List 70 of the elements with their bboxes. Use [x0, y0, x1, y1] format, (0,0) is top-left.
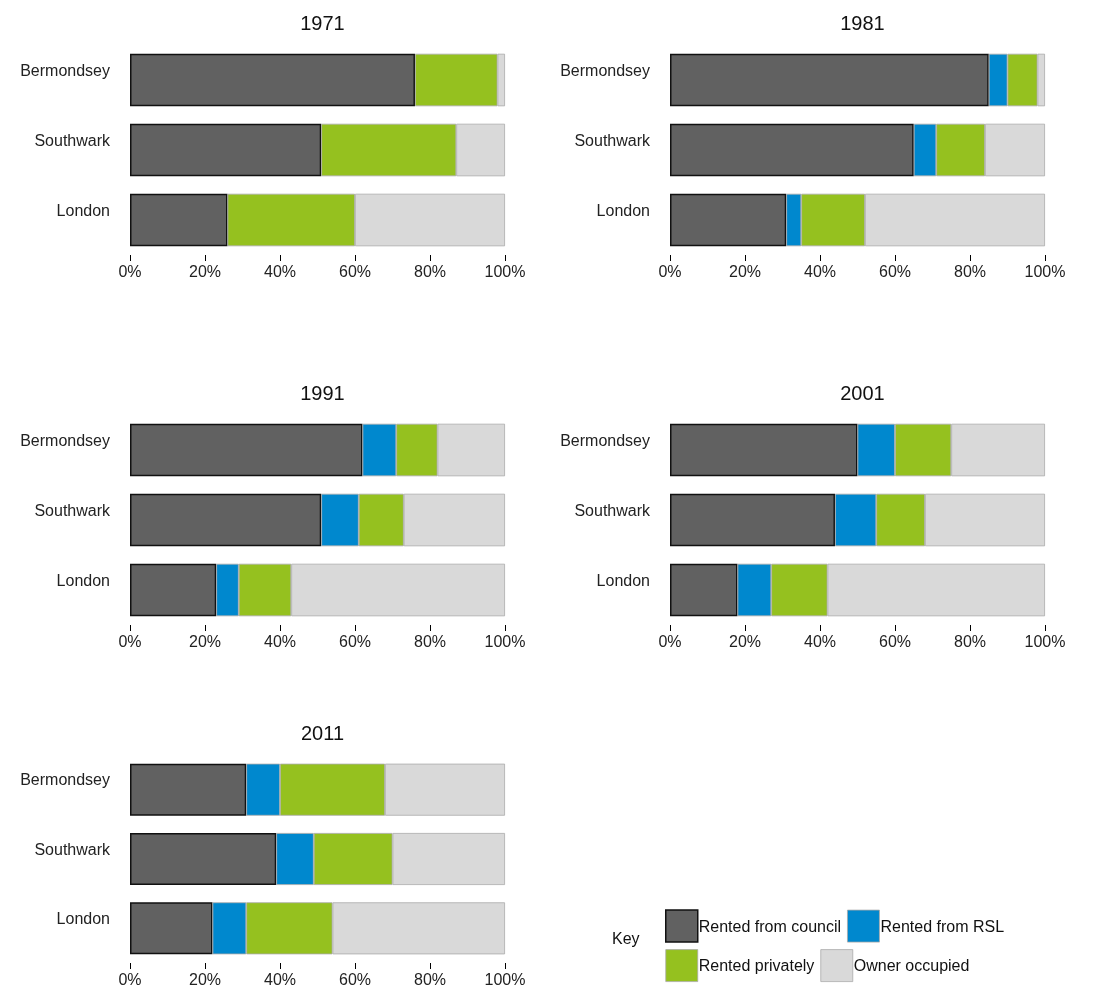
legend-label: Owner occupied	[853, 957, 970, 975]
bar	[130, 833, 277, 885]
y-tick-label: Bermondsey	[20, 61, 110, 79]
x-tick-label: 40%	[263, 970, 297, 987]
x-tick-label: 60%	[878, 262, 912, 280]
x-tick-label: 20%	[188, 970, 222, 987]
bar	[670, 53, 989, 107]
y-tick-label: London	[596, 571, 650, 589]
bar	[130, 493, 322, 547]
y-tick-label: London	[56, 909, 110, 927]
x-tick-label: 0%	[118, 632, 142, 650]
y-tick-label: Southwark	[34, 131, 111, 149]
y-tick-label: Bermondsey	[560, 61, 650, 79]
x-tick-label: 20%	[188, 262, 222, 280]
chart-title: 1991	[300, 382, 345, 404]
bar	[670, 563, 738, 617]
bar	[130, 763, 247, 816]
x-tick-label: 60%	[338, 632, 372, 650]
bar	[670, 493, 835, 547]
x-tick-label: 40%	[803, 262, 837, 280]
y-tick-label: Southwark	[34, 501, 111, 519]
y-tick-label: Southwark	[574, 501, 651, 519]
bar	[670, 123, 914, 177]
legend-label: Rented from RSL	[880, 917, 1005, 935]
x-tick-label: 0%	[658, 632, 682, 650]
y-tick-label: Bermondsey	[20, 431, 110, 449]
legend-label: Rented privately	[698, 957, 815, 975]
y-tick-label: Bermondsey	[560, 431, 650, 449]
x-tick-label: 80%	[953, 262, 987, 280]
x-tick-label: 60%	[878, 632, 912, 650]
bar	[130, 563, 217, 617]
x-tick-label: 20%	[188, 632, 222, 650]
x-tick-label: 100%	[484, 970, 526, 987]
legend-label: Rented from council	[698, 917, 842, 935]
chart-title: 2011	[300, 722, 345, 744]
x-tick-label: 100%	[484, 262, 526, 280]
x-tick-label: 20%	[728, 262, 762, 280]
x-tick-label: 100%	[484, 632, 526, 650]
x-tick-label: 80%	[413, 970, 447, 987]
chart-title: 1981	[840, 12, 885, 34]
bar	[130, 53, 415, 107]
x-tick-label: 0%	[658, 262, 682, 280]
chart-title: 2001	[840, 382, 885, 404]
bar	[130, 423, 363, 477]
x-tick-label: 60%	[338, 262, 372, 280]
chart-title: 1971	[300, 12, 345, 34]
x-tick-label: 80%	[413, 632, 447, 650]
x-tick-label: 40%	[803, 632, 837, 650]
legend-title: Key	[612, 929, 640, 947]
x-tick-label: 100%	[1024, 262, 1066, 280]
y-tick-label: Bermondsey	[20, 771, 110, 789]
bar	[670, 423, 858, 477]
x-tick-label: 20%	[728, 632, 762, 650]
x-tick-label: 60%	[338, 970, 372, 987]
y-tick-label: Southwark	[34, 840, 111, 858]
x-tick-label: 0%	[118, 970, 142, 987]
bar	[130, 902, 213, 955]
y-tick-label: London	[596, 201, 650, 219]
x-tick-label: 40%	[263, 632, 297, 650]
y-tick-label: Southwark	[574, 131, 651, 149]
x-tick-label: 40%	[263, 262, 297, 280]
x-tick-label: 80%	[953, 632, 987, 650]
y-tick-label: London	[56, 571, 110, 589]
bar	[670, 193, 787, 247]
y-tick-label: London	[56, 201, 110, 219]
bar	[130, 193, 228, 247]
x-tick-label: 0%	[118, 262, 142, 280]
bar	[130, 123, 322, 177]
x-tick-label: 80%	[413, 262, 447, 280]
x-tick-label: 100%	[1024, 632, 1066, 650]
